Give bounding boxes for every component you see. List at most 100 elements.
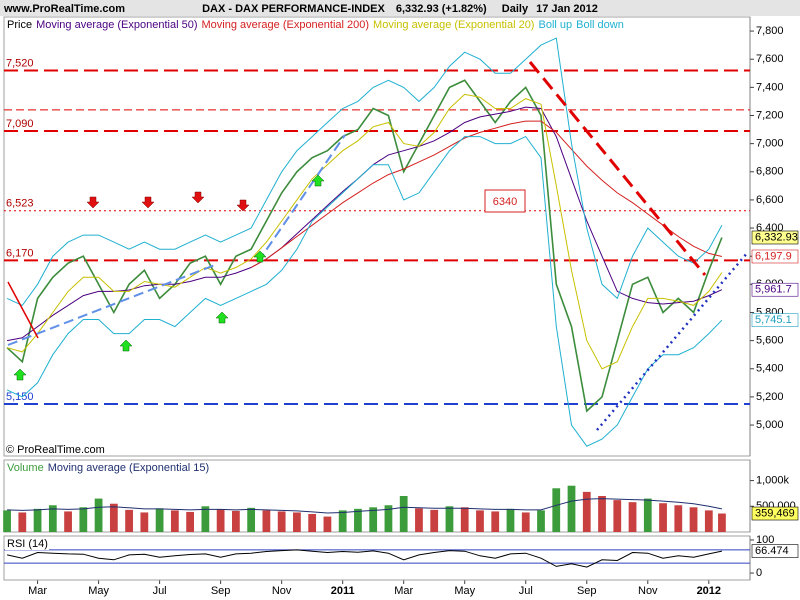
volume-bar [415, 508, 423, 532]
price-tag-label: 6,197.9 [755, 250, 792, 262]
volume-bar [186, 511, 195, 532]
legend-title: Volume [7, 462, 44, 474]
volume-bar [3, 510, 11, 532]
legend-entry: Moving average (Exponential 50) [36, 19, 197, 31]
legend-title: RSI (14) [7, 538, 48, 550]
volume-bar [613, 500, 622, 532]
x-tick-label: Nov [638, 585, 658, 597]
volume-bar [216, 509, 225, 532]
sell-arrow [191, 191, 205, 204]
volume-bar [399, 496, 408, 532]
price-tag [751, 230, 799, 245]
annotation-box [484, 189, 526, 213]
y-tick-label: 5,600 [756, 335, 784, 347]
legend: Volume Moving average (Exponential 15) [7, 462, 209, 474]
price-tag-label: 5,745.1 [755, 314, 792, 326]
legend-bg [5, 537, 49, 550]
x-tick-label: Nov [272, 585, 292, 597]
volume-bar [125, 509, 133, 532]
legend-entry: Moving average (Exponential 200) [202, 19, 370, 31]
x-tick-label: Jul [153, 585, 167, 597]
y-tick-label: 7,200 [756, 109, 784, 121]
price-tag-label: 5,961.7 [755, 284, 792, 296]
volume-bar [582, 491, 591, 532]
date: 17 Jan 2012 [536, 3, 598, 15]
volume-bar [293, 512, 301, 532]
price-tag-label: 6,332.93 [755, 231, 798, 243]
volume-bar [247, 507, 256, 532]
sell-arrow [86, 196, 100, 209]
x-tick-label: Sep [577, 585, 597, 597]
series-line [250, 120, 723, 268]
volume-bar [718, 513, 726, 532]
price-tag [751, 506, 799, 521]
series-line [6, 135, 723, 447]
volume-bar [79, 507, 88, 532]
y-tick-label: 7,600 [756, 53, 784, 65]
volume-bar [140, 512, 149, 532]
x-tick-label: 2011 [331, 585, 355, 597]
volume-bar [338, 510, 347, 532]
volume-bar [689, 507, 698, 532]
trend-line [7, 264, 216, 346]
volume-bar [232, 510, 240, 532]
site: www.ProRealTime.com [3, 3, 125, 15]
y-tick-label: 5,000 [756, 419, 784, 431]
period: Daily [502, 3, 529, 15]
level-label: 7,520 [6, 57, 34, 69]
volume-bar [354, 508, 362, 532]
volume-bar [491, 511, 500, 532]
header-bar [0, 0, 800, 16]
trend-line [528, 61, 707, 276]
volume-bar [552, 488, 561, 532]
legend-title: Price [7, 19, 32, 31]
legend-entry: Moving average (Exponential 20) [373, 19, 534, 31]
volume-bar [369, 507, 378, 532]
y-tick-label: 6,600 [756, 194, 784, 206]
volume-bar [18, 512, 27, 532]
annotation: 6340 [493, 196, 517, 208]
volume-bar [445, 506, 454, 532]
buy-arrow [253, 250, 267, 263]
legend: Price Moving average (Exponential 50) Movi… [7, 19, 624, 31]
y-tick-label: 6,800 [756, 166, 784, 178]
price-tag [751, 544, 799, 558]
volume-bar [628, 502, 637, 532]
legend: RSI (14) [7, 538, 48, 550]
volume-bar [170, 510, 179, 532]
level-label: 5,150 [6, 391, 34, 403]
series-line [6, 37, 723, 307]
volume-bar [94, 498, 103, 532]
trend-line [7, 281, 39, 339]
sell-arrow [141, 196, 155, 209]
price-tag-label: 359,469 [755, 507, 795, 519]
y-tick-label: 7,400 [756, 81, 784, 93]
volume-bar [262, 510, 271, 532]
volume-bar [430, 509, 439, 532]
volume-bar [674, 505, 683, 532]
buy-arrow [215, 311, 229, 324]
volume-bar [201, 506, 210, 532]
x-tick-label: Jul [519, 585, 533, 597]
x-tick-label: May [454, 585, 475, 597]
volume-bar [155, 508, 164, 532]
volume-bar [64, 511, 72, 532]
volume-bar [567, 485, 576, 532]
y-tick-label: 7,800 [756, 25, 784, 37]
legend-entry: Moving average (Exponential 15) [48, 462, 209, 474]
y-tick-label: 0 [756, 567, 762, 579]
quote: 6,332.93 (+1.82%) [396, 3, 487, 15]
volume-bar [476, 510, 484, 532]
level-label: 7,090 [6, 118, 34, 130]
volume-bar [48, 505, 57, 532]
volume-bar [308, 514, 317, 532]
sell-arrow [236, 199, 250, 212]
y-tick-label: 7,000 [756, 138, 784, 150]
y-tick-label: 1,000k [756, 474, 790, 486]
volume-bar [33, 508, 42, 532]
series-line [6, 549, 723, 568]
buy-arrow [13, 368, 27, 381]
volume-bar [460, 507, 469, 532]
x-tick-label: May [88, 585, 109, 597]
